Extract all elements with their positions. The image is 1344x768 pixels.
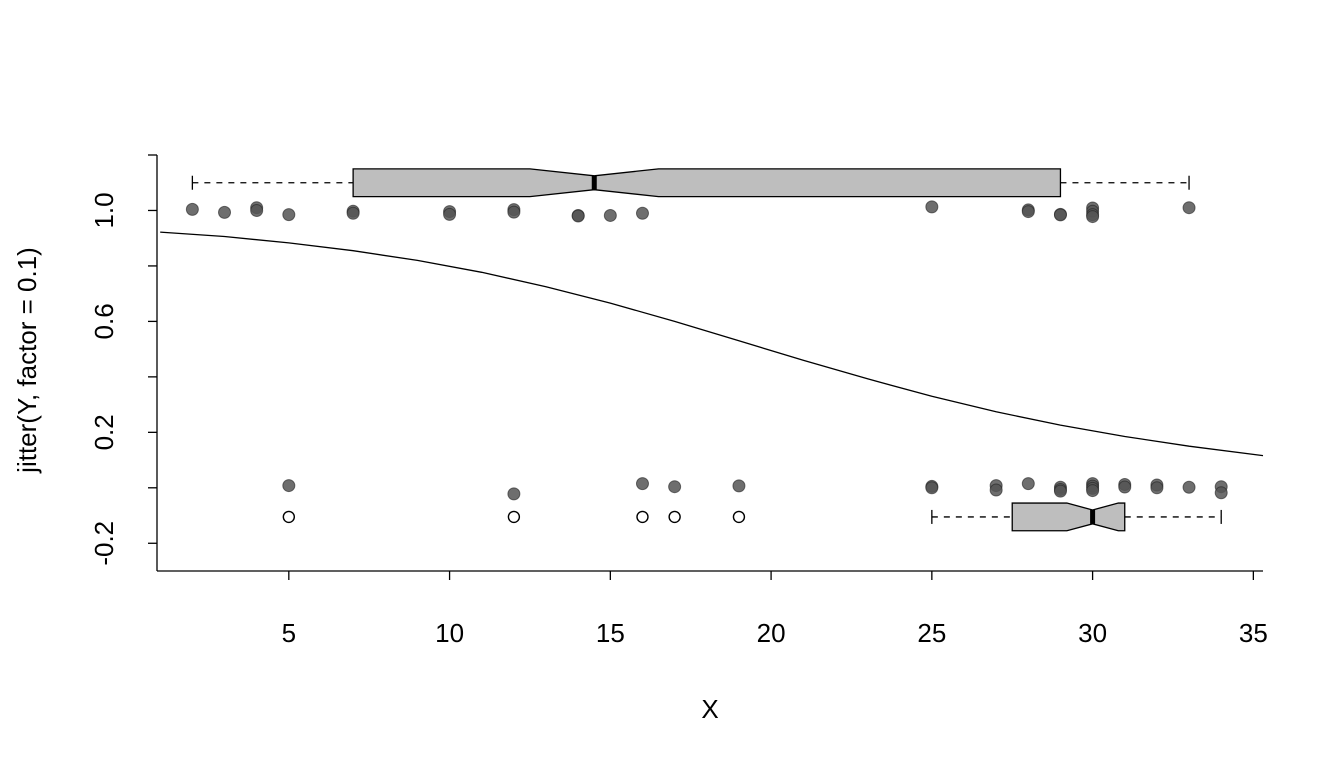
data-point	[443, 207, 457, 221]
data-point	[1214, 486, 1228, 500]
outlier-points	[282, 510, 746, 524]
outlier-point	[732, 510, 746, 524]
data-point	[507, 487, 521, 501]
outlier-point	[636, 510, 649, 524]
data-point	[668, 480, 682, 494]
x-tick-label: 25	[917, 618, 946, 648]
y-tick-label: 0.2	[89, 414, 119, 450]
data-point	[1053, 484, 1067, 498]
y-axis-label: jitter(Y, factor = 0.1)	[12, 247, 42, 474]
data-point	[635, 206, 649, 220]
axes: 5 10 15 20 25 30 35 -0.2 0.2 0.6 1.0	[89, 154, 1268, 648]
data-point	[635, 477, 649, 491]
data-point	[185, 202, 199, 216]
data-point	[250, 203, 264, 217]
data-point	[282, 208, 296, 222]
data-point	[603, 208, 617, 222]
outlier-point	[668, 510, 681, 524]
y-axis-ticks: -0.2 0.2 0.6 1.0	[89, 154, 157, 566]
boxplot-bottom	[931, 502, 1222, 532]
data-point	[1118, 480, 1132, 494]
data-point	[732, 479, 746, 493]
outlier-point	[507, 510, 521, 524]
x-tick-label: 30	[1078, 618, 1107, 648]
data-point	[989, 483, 1003, 497]
fitted-curve	[160, 231, 1264, 457]
x-axis-ticks: 5 10 15 20 25 30 35	[282, 571, 1268, 648]
x-axis-label: X	[701, 694, 718, 724]
outlier-point	[282, 510, 296, 524]
data-point	[1086, 484, 1100, 498]
data-point	[925, 481, 939, 495]
data-point	[571, 209, 585, 223]
x-tick-label: 20	[757, 618, 786, 648]
data-point	[1086, 210, 1100, 224]
data-points	[185, 200, 1228, 501]
data-point	[1182, 201, 1196, 215]
fitted-curve-layer	[160, 231, 1264, 457]
data-point	[282, 479, 296, 493]
x-tick-label: 15	[596, 618, 625, 648]
data-point	[507, 205, 521, 219]
data-point	[218, 205, 232, 219]
data-point	[1021, 205, 1035, 219]
boxplot-top	[191, 168, 1190, 198]
data-point	[1021, 477, 1035, 491]
data-point	[1053, 208, 1067, 222]
boxplots	[191, 168, 1222, 532]
data-point	[925, 200, 939, 214]
data-point	[1182, 480, 1196, 494]
data-point	[1150, 481, 1164, 495]
data-point	[346, 206, 360, 220]
x-tick-label: 5	[282, 618, 296, 648]
x-tick-label: 10	[435, 618, 464, 648]
x-tick-label: 35	[1239, 618, 1268, 648]
y-tick-label: 1.0	[89, 192, 119, 228]
notched-box	[352, 168, 1062, 198]
y-tick-label: 0.6	[89, 303, 119, 339]
y-tick-label: -0.2	[89, 521, 119, 566]
notched-box	[1011, 502, 1126, 532]
